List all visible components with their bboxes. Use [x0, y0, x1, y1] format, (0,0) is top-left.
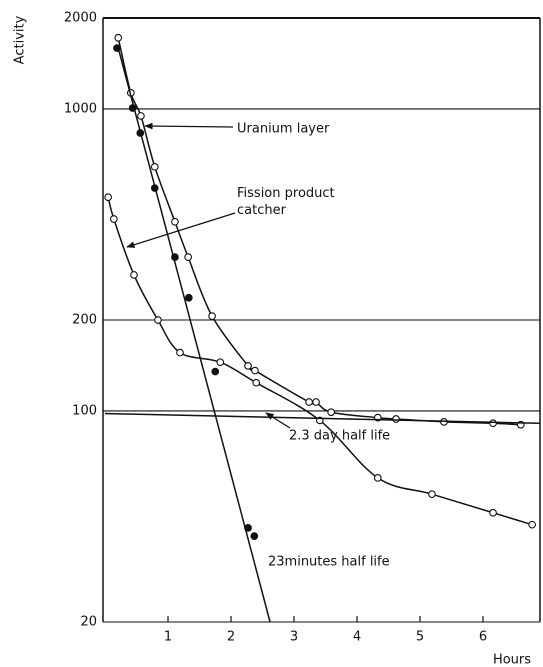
annotation: 2.3 day half life [289, 429, 390, 444]
data-point [184, 293, 193, 302]
annotation-arrow [265, 412, 291, 429]
data-point [312, 398, 320, 406]
data-point [251, 366, 259, 375]
series-line [104, 412, 540, 425]
series-line [107, 197, 533, 526]
y-tick-label: 1000 [64, 101, 97, 116]
data-point [528, 520, 536, 529]
data-point [216, 358, 225, 367]
annotation: Fission product catcher [237, 186, 335, 218]
data-point [252, 378, 261, 387]
data-point [150, 162, 159, 171]
data-point [171, 217, 179, 226]
data-point [244, 361, 252, 370]
x-tick-label: 5 [416, 630, 424, 645]
data-point [211, 367, 220, 376]
data-point [305, 398, 313, 406]
x-tick-label: 4 [353, 630, 361, 645]
data-point [428, 490, 436, 499]
annotation-arrow [144, 122, 234, 130]
data-point [208, 312, 216, 320]
data-point [137, 112, 145, 120]
data-point [250, 532, 259, 540]
x-tick-label: 3 [290, 630, 298, 645]
x-tick-label: 1 [164, 630, 172, 645]
annotation: Uranium layer [237, 122, 330, 137]
annotation-arrow [126, 212, 236, 248]
x-tick-label: 6 [479, 630, 487, 645]
y-tick-label: 20 [80, 615, 97, 630]
annotation: 23minutes half life [268, 555, 390, 570]
data-point [489, 508, 497, 517]
data-point [373, 474, 382, 482]
data-point [114, 33, 123, 42]
data-point [176, 348, 184, 357]
series-line [117, 37, 521, 426]
data-point [489, 419, 497, 428]
data-point [154, 316, 162, 324]
data-point [104, 193, 112, 202]
data-point [327, 408, 336, 417]
data-point [109, 215, 118, 223]
y-tick-label: 2000 [64, 11, 97, 26]
x-tick-label: 2 [227, 630, 235, 645]
series-line [117, 47, 271, 623]
data-point [392, 415, 400, 423]
y-axis-label: Activity [13, 15, 28, 64]
data-point [184, 253, 193, 261]
y-tick-label: 100 [72, 403, 97, 418]
y-tick-label: 200 [72, 313, 97, 328]
x-axis-label: Hours [493, 653, 531, 667]
data-point [130, 271, 138, 279]
